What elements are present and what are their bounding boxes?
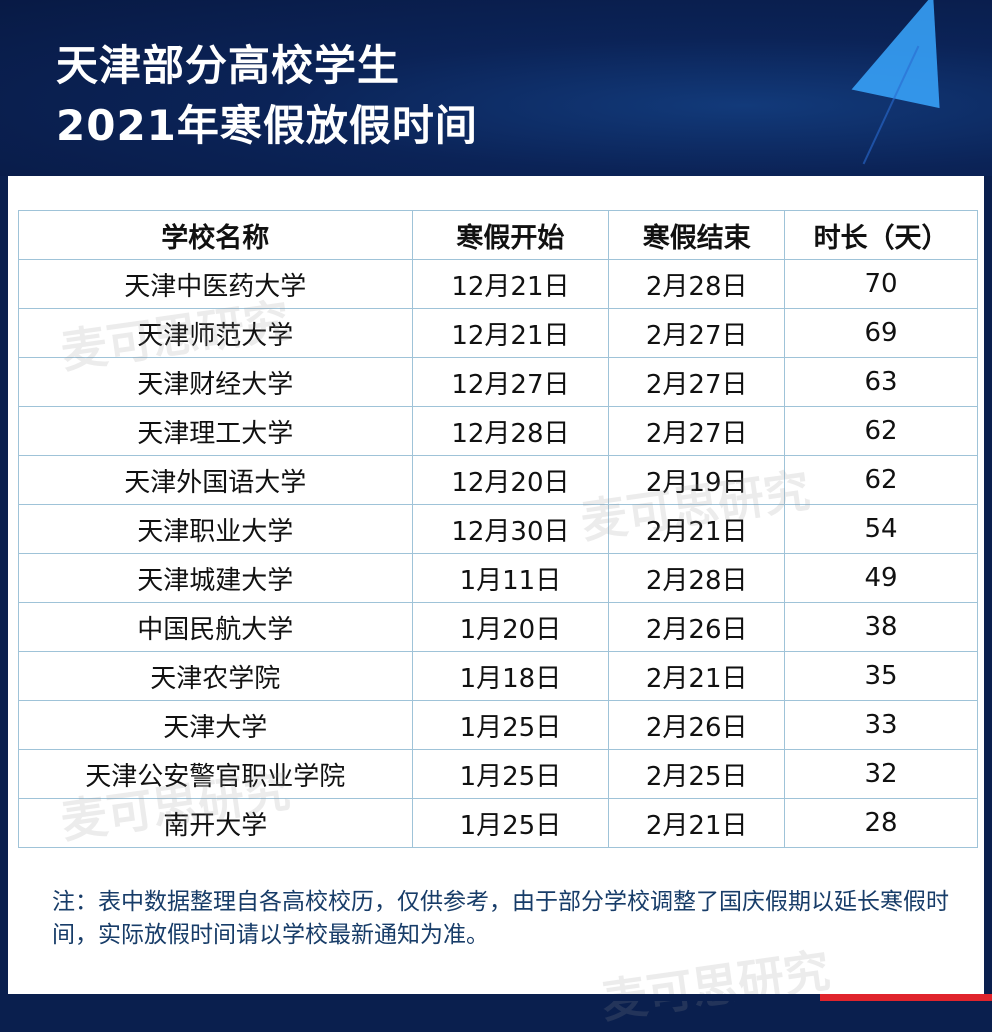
table-row: 天津城建大学 1月11日 2月28日 49 — [18, 553, 978, 603]
table-row: 中国民航大学 1月20日 2月26日 38 — [18, 602, 978, 652]
table-row: 天津理工大学 12月28日 2月27日 62 — [18, 406, 978, 456]
start-date-cell: 1月11日 — [411, 553, 610, 603]
table-row: 南开大学 1月25日 2月21日 28 — [18, 798, 978, 848]
column-header: 学校名称 — [18, 210, 413, 260]
start-date-cell: 12月30日 — [411, 504, 610, 554]
end-date-cell: 2月26日 — [608, 602, 786, 652]
end-date-cell: 2月28日 — [608, 259, 786, 309]
duration-cell: 35 — [784, 651, 978, 701]
school-name-cell: 中国民航大学 — [18, 602, 413, 652]
duration-cell: 70 — [784, 259, 978, 309]
school-name-cell: 天津职业大学 — [18, 504, 413, 554]
end-date-cell: 2月19日 — [608, 455, 786, 505]
end-date-cell: 2月21日 — [608, 798, 786, 848]
start-date-cell: 1月18日 — [411, 651, 610, 701]
school-name-cell: 南开大学 — [18, 798, 413, 848]
start-date-cell: 1月25日 — [411, 749, 610, 799]
start-date-cell: 12月21日 — [411, 308, 610, 358]
table-row: 天津职业大学 12月30日 2月21日 54 — [18, 504, 978, 554]
duration-cell: 69 — [784, 308, 978, 358]
school-name-cell: 天津农学院 — [18, 651, 413, 701]
table-header-row: 学校名称 寒假开始 寒假结束 时长（天） — [18, 210, 978, 260]
start-date-cell: 1月25日 — [411, 700, 610, 750]
table-row: 天津中医药大学 12月21日 2月28日 70 — [18, 259, 978, 309]
table-row: 天津大学 1月25日 2月26日 33 — [18, 700, 978, 750]
school-name-cell: 天津外国语大学 — [18, 455, 413, 505]
footnote: 注：表中数据整理自各高校校历，仅供参考，由于部分学校调整了国庆假期以延长寒假时间… — [52, 889, 949, 948]
school-name-cell: 天津大学 — [18, 700, 413, 750]
end-date-cell: 2月21日 — [608, 504, 786, 554]
title-line-2: 2021年寒假放假时间 — [56, 101, 478, 150]
duration-cell: 32 — [784, 749, 978, 799]
start-date-cell: 12月20日 — [411, 455, 610, 505]
bottom-accent-bar — [820, 994, 992, 1001]
end-date-cell: 2月27日 — [608, 308, 786, 358]
duration-cell: 38 — [784, 602, 978, 652]
school-name-cell: 天津财经大学 — [18, 357, 413, 407]
school-name-cell: 天津师范大学 — [18, 308, 413, 358]
start-date-cell: 1月20日 — [411, 602, 610, 652]
table-row: 天津师范大学 12月21日 2月27日 69 — [18, 308, 978, 358]
duration-cell: 63 — [784, 357, 978, 407]
end-date-cell: 2月25日 — [608, 749, 786, 799]
column-header: 寒假开始 — [411, 210, 610, 260]
duration-cell: 33 — [784, 700, 978, 750]
end-date-cell: 2月26日 — [608, 700, 786, 750]
school-name-cell: 天津中医药大学 — [18, 259, 413, 309]
end-date-cell: 2月27日 — [608, 357, 786, 407]
bottom-bar — [0, 994, 820, 1001]
header-banner: 天津部分高校学生 2021年寒假放假时间 — [0, 0, 992, 176]
table-row: 天津外国语大学 12月20日 2月19日 62 — [18, 455, 978, 505]
title-line-1: 天津部分高校学生 — [56, 41, 401, 90]
school-name-cell: 天津理工大学 — [18, 406, 413, 456]
vacation-table: 学校名称 寒假开始 寒假结束 时长（天） 天津中医药大学 12月21日 2月28日 7… — [18, 210, 978, 848]
table-row: 天津财经大学 12月27日 2月27日 63 — [18, 357, 978, 407]
start-date-cell: 12月28日 — [411, 406, 610, 456]
end-date-cell: 2月27日 — [608, 406, 786, 456]
duration-cell: 49 — [784, 553, 978, 603]
table-row: 天津农学院 1月18日 2月21日 35 — [18, 651, 978, 701]
school-name-cell: 天津城建大学 — [18, 553, 413, 603]
duration-cell: 54 — [784, 504, 978, 554]
duration-cell: 28 — [784, 798, 978, 848]
decorative-shape — [851, 0, 963, 109]
duration-cell: 62 — [784, 406, 978, 456]
start-date-cell: 1月25日 — [411, 798, 610, 848]
table-row: 天津公安警官职业学院 1月25日 2月25日 32 — [18, 749, 978, 799]
column-header: 寒假结束 — [608, 210, 786, 260]
start-date-cell: 12月21日 — [411, 259, 610, 309]
end-date-cell: 2月21日 — [608, 651, 786, 701]
duration-cell: 62 — [784, 455, 978, 505]
column-header: 时长（天） — [784, 210, 978, 260]
start-date-cell: 12月27日 — [411, 357, 610, 407]
school-name-cell: 天津公安警官职业学院 — [18, 749, 413, 799]
end-date-cell: 2月28日 — [608, 553, 786, 603]
